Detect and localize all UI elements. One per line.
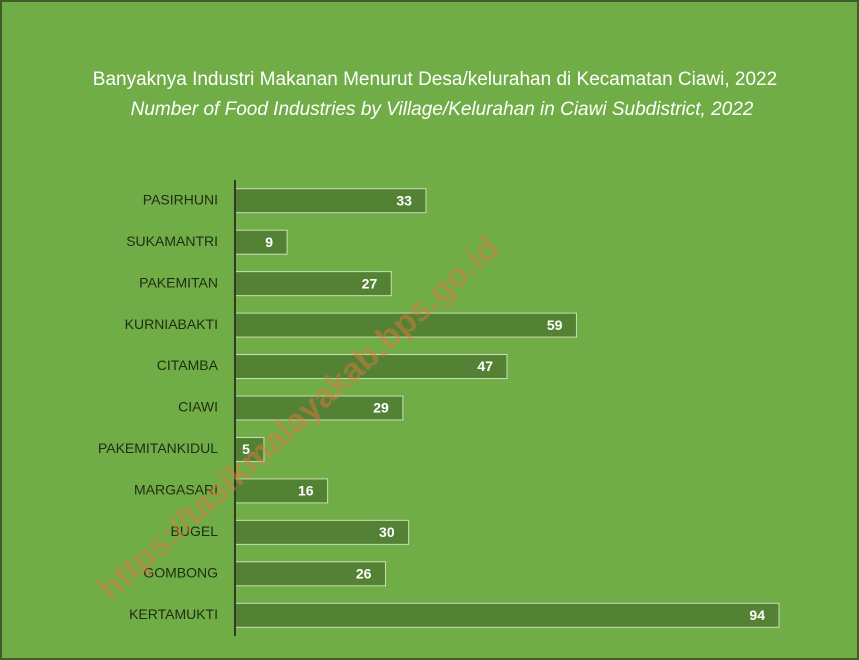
chart-subtitle: Number of Food Industries by Village/Kel… — [131, 99, 754, 120]
category-label: MARGASARI — [134, 482, 218, 498]
value-label: 94 — [749, 607, 765, 623]
category-label: GOMBONG — [143, 565, 218, 581]
bar — [234, 395, 404, 421]
bar — [234, 188, 427, 214]
bar — [234, 312, 577, 338]
category-label: KURNIABAKTI — [125, 316, 218, 332]
category-label: PASIRHUNI — [143, 191, 218, 207]
value-label: 27 — [362, 275, 378, 291]
value-label: 5 — [242, 441, 250, 457]
value-label: 47 — [477, 358, 493, 374]
category-label: SUKAMANTRI — [126, 233, 218, 249]
value-label: 30 — [379, 524, 395, 540]
value-label: 16 — [298, 483, 314, 499]
chart-title: Banyaknya Industri Makanan Menurut Desa/… — [93, 69, 777, 90]
bar — [234, 229, 288, 255]
value-label: 29 — [373, 400, 389, 416]
category-label: BUGEL — [171, 523, 219, 539]
value-label: 26 — [356, 566, 372, 582]
bar — [234, 602, 780, 628]
bar — [234, 561, 386, 587]
category-label: KERTAMUKTI — [129, 606, 218, 622]
value-label: 33 — [396, 192, 412, 208]
bar — [234, 519, 410, 545]
plot: PASIRHUNI 33 SUKAMANTRI 9 PAKEMITAN 27 KURNIAB… — [98, 188, 780, 628]
category-label: PAKEMITAN — [139, 274, 218, 290]
bar — [234, 354, 508, 380]
category-label: CIAWI — [178, 399, 218, 415]
value-label: 59 — [547, 317, 563, 333]
category-label: CITAMBA — [157, 357, 219, 373]
category-label: PAKEMITANKIDUL — [98, 440, 218, 456]
value-label: 9 — [265, 234, 273, 250]
